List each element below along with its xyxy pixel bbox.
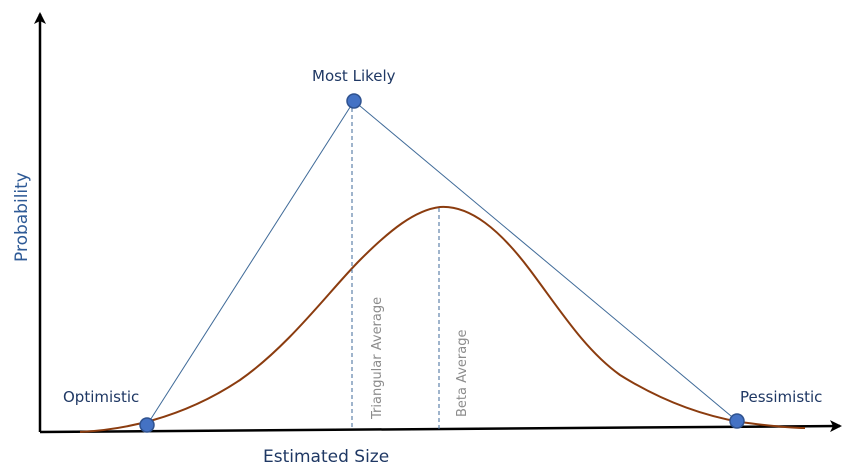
beta-average-label: Beta Average bbox=[455, 330, 470, 418]
triangle-left-edge bbox=[146, 100, 355, 426]
triangle-right-edge bbox=[353, 100, 738, 422]
x-axis bbox=[39, 420, 842, 434]
optimistic-point bbox=[139, 417, 155, 433]
beta-distribution-curve bbox=[79, 205, 806, 433]
y-axis-label: Probability bbox=[12, 172, 32, 262]
triangular-average-label: Triangular Average bbox=[370, 297, 385, 420]
x-axis-label: Estimated Size bbox=[263, 447, 389, 467]
pessimistic-label: Pessimistic bbox=[740, 388, 822, 406]
most-likely-point bbox=[346, 93, 362, 109]
pessimistic-point bbox=[729, 413, 745, 429]
optimistic-label: Optimistic bbox=[63, 388, 139, 406]
most-likely-label: Most Likely bbox=[312, 67, 396, 85]
